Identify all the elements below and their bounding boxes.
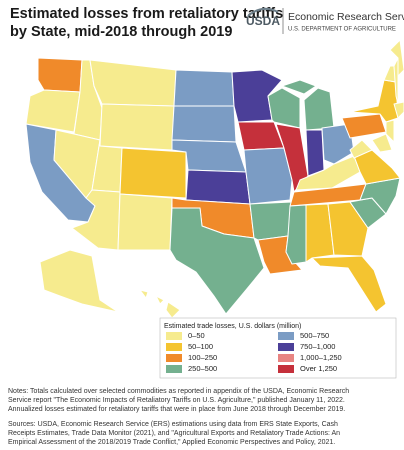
legend-label: Over 1,250 — [300, 364, 337, 373]
source-line: Receipts Estimates, Trade Data Monitor (… — [8, 430, 340, 437]
state — [25, 89, 81, 133]
state — [39, 249, 119, 313]
state — [385, 119, 395, 143]
legend-swatch — [278, 332, 294, 340]
source-line: Empirical Assessment of the 2018/2019 Tr… — [8, 439, 335, 446]
state — [165, 301, 181, 319]
legend-label: 1,000–1,250 — [300, 353, 342, 362]
state — [243, 147, 293, 205]
state — [311, 255, 387, 313]
state — [349, 139, 373, 159]
state — [173, 69, 235, 107]
title-line: Estimated losses from retaliatory tariff… — [10, 6, 283, 22]
state — [117, 193, 173, 251]
state — [327, 201, 369, 257]
logo-text: USDA — [246, 14, 280, 28]
legend: 0–50 50–100 100–250 250–500 500–750 750–1,000… — [166, 331, 342, 373]
state — [169, 207, 265, 315]
note-line: Service report "The Economic Impacts of … — [8, 397, 345, 404]
title-line: by State, mid-2018 through 2019 — [10, 24, 232, 40]
state — [171, 105, 237, 143]
legend-label: 0–50 — [188, 331, 205, 340]
legend-label: 100–250 — [188, 353, 217, 362]
note-line: Notes: Totals calculated over selected c… — [8, 388, 349, 395]
legend-label: 250–500 — [188, 364, 217, 373]
legend-title: Estimated trade losses, U.S. dollars (mi… — [164, 323, 301, 330]
legend-swatch — [278, 354, 294, 362]
state — [37, 57, 83, 93]
state — [303, 87, 335, 131]
department: U.S. DEPARTMENT OF AGRICULTURE — [288, 27, 396, 33]
legend-swatch — [278, 343, 294, 351]
legend-label: 750–1,000 — [300, 342, 335, 351]
state — [393, 101, 404, 119]
state — [305, 129, 325, 177]
legend-swatch — [166, 343, 182, 351]
state — [89, 59, 177, 107]
state — [119, 147, 187, 199]
notes: Notes: Totals calculated over selected c… — [8, 388, 349, 446]
logo-arc — [247, 7, 279, 17]
state — [285, 204, 307, 265]
legend-swatch — [166, 354, 182, 362]
source-line: Sources: USDA, Economic Research Service… — [8, 421, 338, 428]
state — [341, 113, 387, 139]
state — [281, 79, 317, 95]
logo: USDA Economic Research Service U.S. DEPA… — [246, 7, 404, 34]
state — [99, 103, 175, 151]
map — [25, 39, 404, 319]
state — [305, 203, 335, 263]
legend-swatch — [278, 365, 294, 373]
state — [371, 133, 393, 153]
state — [389, 39, 404, 77]
legend-swatch — [166, 365, 182, 373]
legend-label: 500–750 — [300, 331, 329, 340]
state — [155, 295, 165, 305]
note-line: Annualized losses estimated for retaliat… — [8, 406, 345, 413]
state — [139, 289, 149, 299]
state — [185, 169, 251, 205]
state — [249, 201, 293, 241]
legend-swatch — [166, 332, 182, 340]
agency: Economic Research Service — [288, 11, 404, 23]
legend-label: 50–100 — [188, 342, 213, 351]
